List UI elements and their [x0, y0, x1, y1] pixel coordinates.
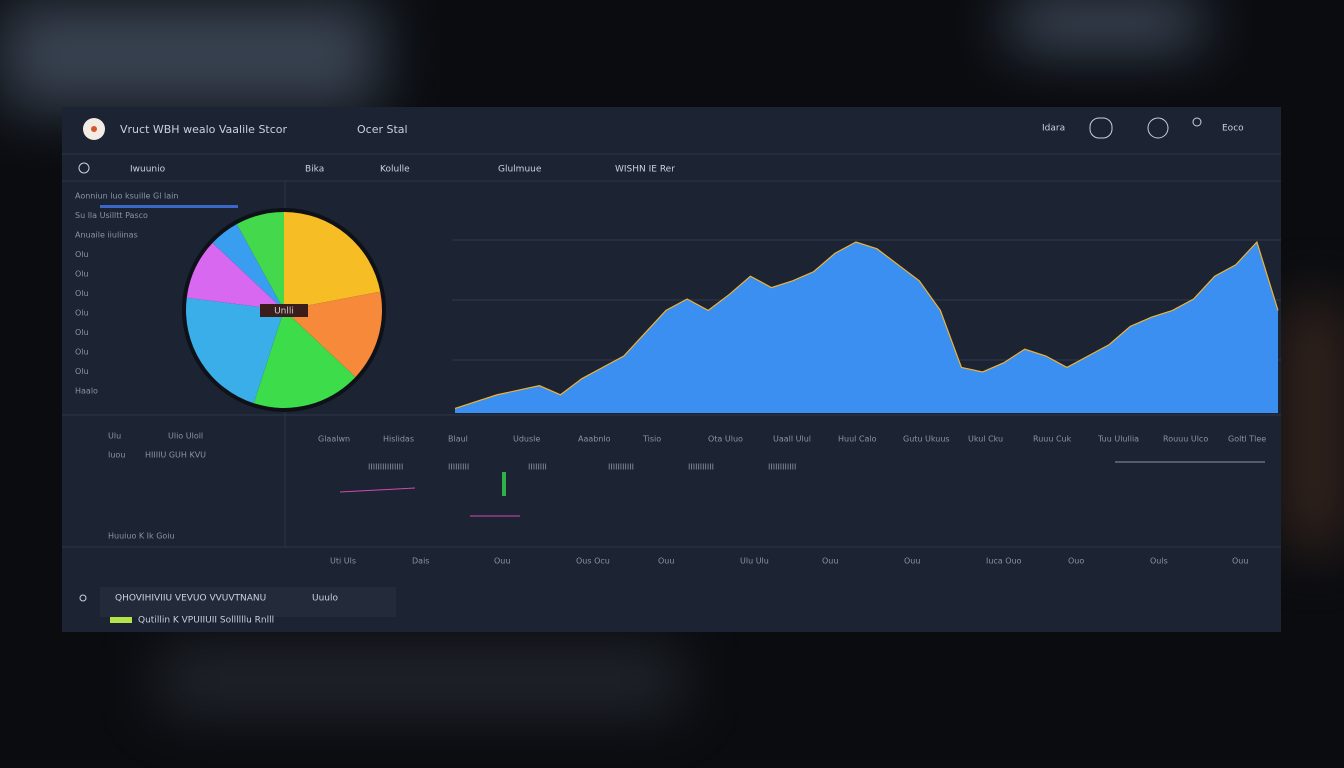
desk-object	[160, 650, 680, 710]
footer-label: Ouls	[1150, 557, 1168, 566]
footer-label: Ouu	[822, 557, 838, 566]
status-icon	[79, 594, 87, 602]
sidebar-item[interactable]: Olu	[75, 250, 89, 259]
column-header[interactable]: Hislidas	[383, 435, 414, 444]
pie-label: Unlli	[274, 307, 294, 317]
toolbar-item[interactable]: WISHN IE Rer	[615, 165, 675, 175]
app-title: Vruct WBH wealo Vaalile Stcor	[120, 123, 288, 136]
window-glow	[0, 0, 380, 110]
area	[455, 242, 1278, 413]
sidebar-item[interactable]: Olu	[75, 289, 89, 298]
toolbar-item[interactable]: Glulmuue	[498, 165, 542, 175]
footer-label: Ouu	[904, 557, 920, 566]
icon-button[interactable]	[1089, 117, 1113, 139]
footer-label: Uti Uls	[330, 557, 356, 566]
icon-button[interactable]	[1192, 117, 1202, 127]
panel-label: Huuiuo K Ik Goiu	[108, 532, 175, 541]
column-header[interactable]: Ukul Cku	[968, 435, 1003, 444]
sidebar-item[interactable]: Olu	[75, 367, 89, 376]
pie-label-bg	[260, 304, 308, 317]
column-header[interactable]: Glaalwn	[318, 435, 350, 444]
breadcrumb[interactable]: Ocer Stal	[357, 123, 408, 136]
column-header[interactable]: Rouuu Ulco	[1163, 435, 1208, 444]
bar-indicator	[502, 472, 506, 496]
pie-slice	[253, 310, 356, 408]
column-header[interactable]: Tuu Ulullia	[1097, 435, 1139, 444]
footer-label: Ouu	[494, 557, 510, 566]
status-text: Qutillin K VPUIIUII Sollllllu Rnlll	[138, 616, 274, 626]
progress	[100, 205, 238, 208]
table-cell: IIIIIIIIIIIIIII	[368, 463, 403, 472]
footer-label: Ouu	[658, 557, 674, 566]
footer-label: Dais	[412, 557, 429, 566]
sidebar-item[interactable]: Haalo	[75, 387, 98, 396]
pie-slice	[284, 291, 382, 378]
footer-label: Ouo	[1068, 557, 1084, 566]
column-header[interactable]: Gutu Ukuus	[903, 435, 950, 444]
footer-label: Iuca Ouo	[986, 557, 1022, 566]
sparkline	[339, 487, 416, 493]
table-cell: IIIIIIIIIII	[688, 463, 714, 472]
footer-label: Ous Ocu	[576, 557, 610, 566]
footer-label: Ulu Ulu	[740, 557, 769, 566]
column-header[interactable]: Tisio	[642, 435, 661, 444]
status-text: Uuulo	[312, 594, 338, 604]
pie-slice	[186, 242, 284, 310]
area-line	[454, 240, 1279, 410]
panel-label: Ulio Uloll	[168, 432, 203, 441]
lamp-glow	[1010, 0, 1200, 45]
table-cell: IIIIIIIII	[448, 463, 469, 472]
column-header[interactable]: Blaul	[448, 435, 468, 444]
pie-slice	[212, 224, 284, 310]
user-name[interactable]: Idara	[1042, 124, 1065, 134]
side-glow	[1285, 300, 1344, 550]
icon-button[interactable]	[1147, 117, 1169, 139]
panel-label: HIIIIU GUH KVU	[145, 451, 206, 460]
pie-slice	[284, 212, 381, 310]
sidebar-item[interactable]: Olu	[75, 328, 89, 337]
table-cell: IIIIIIIIIII	[608, 463, 634, 472]
panel-label: Iuou	[108, 451, 125, 460]
status-bar	[100, 587, 396, 617]
column-header[interactable]: Huul Calo	[838, 435, 877, 444]
column-header[interactable]: Goltl Tlee	[1228, 435, 1266, 444]
column-header[interactable]: Uaall Ulul	[773, 435, 811, 444]
sidebar-item[interactable]: Aonniun luo ksuille Gl lain	[75, 192, 178, 201]
table-cell: IIIIIIII	[528, 463, 547, 472]
status-text: QHOVIHIVIIU VEVUO VVUVTNANU	[115, 594, 266, 604]
sidebar-item[interactable]: Olu	[75, 309, 89, 318]
sidebar-item[interactable]: Olu	[75, 270, 89, 279]
footer-label: Ouu	[1232, 557, 1248, 566]
account-name[interactable]: Eoco	[1222, 124, 1244, 134]
logo-dot	[91, 126, 97, 132]
column-header[interactable]: Aaabnlo	[578, 435, 611, 444]
sidebar-item[interactable]: Su lla Usilltt Pasco	[75, 211, 148, 220]
pie-slice	[186, 297, 284, 404]
column-header[interactable]: Udusle	[513, 435, 540, 444]
toolbar-item[interactable]: Kolulle	[380, 165, 410, 175]
column-header[interactable]: Ruuu Cuk	[1033, 435, 1072, 444]
sidebar-item[interactable]: Olu	[75, 348, 89, 357]
status-badge	[110, 617, 132, 623]
column-header[interactable]: Ota Uluo	[708, 435, 743, 444]
panel-label: Ulu	[108, 432, 121, 441]
sidebar-item[interactable]: Anuaile iiuliinas	[75, 231, 138, 240]
pie-slice	[236, 212, 284, 310]
toolbar-item[interactable]: Bika	[305, 165, 324, 175]
menu-icon[interactable]	[78, 162, 90, 174]
table-cell: IIIIIIIIIIII	[768, 463, 796, 472]
toolbar-item[interactable]: Iwuunio	[130, 165, 166, 175]
